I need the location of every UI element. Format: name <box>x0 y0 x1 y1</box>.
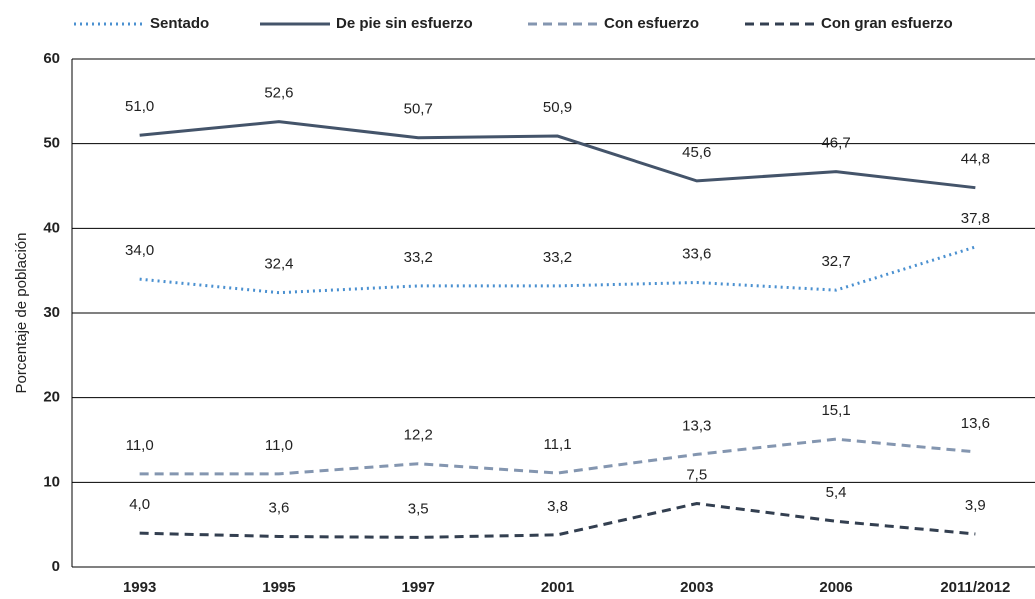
data-label: 50,7 <box>404 101 433 118</box>
y-tick-label: 20 <box>43 389 60 406</box>
data-label: 34,0 <box>125 242 154 259</box>
x-tick-label: 1995 <box>262 579 295 596</box>
data-label: 44,8 <box>961 151 990 168</box>
data-label: 33,2 <box>543 249 572 266</box>
series-line <box>139 501 976 539</box>
data-label: 11,0 <box>265 437 293 454</box>
data-label: 3,6 <box>268 499 289 516</box>
data-label: 11,1 <box>543 436 571 453</box>
data-label: 33,6 <box>682 245 711 262</box>
legend-label: Con esfuerzo <box>604 15 699 32</box>
data-label: 7,5 <box>686 466 707 483</box>
y-tick-label: 60 <box>43 50 60 67</box>
legend-label: Con gran esfuerzo <box>821 15 953 32</box>
data-label: 52,6 <box>264 85 293 102</box>
x-tick-label: 2006 <box>819 579 852 596</box>
series-line <box>139 437 976 476</box>
data-label: 37,8 <box>961 210 990 227</box>
data-label: 3,9 <box>965 497 986 514</box>
data-label: 11,0 <box>126 437 154 454</box>
y-tick-label: 10 <box>43 473 60 490</box>
data-label: 5,4 <box>826 484 847 501</box>
legend-label: De pie sin esfuerzo <box>336 15 473 32</box>
data-label: 45,6 <box>682 144 711 161</box>
y-tick-label: 0 <box>52 558 60 575</box>
data-label: 13,6 <box>961 415 990 432</box>
x-tick-label: 2001 <box>541 579 574 596</box>
data-label: 32,4 <box>264 256 293 273</box>
series-line <box>139 245 976 295</box>
y-tick-label: 50 <box>43 135 60 152</box>
data-label: 3,8 <box>547 498 568 515</box>
data-label: 13,3 <box>682 417 711 434</box>
y-tick-label: 40 <box>43 219 60 236</box>
x-tick-label: 2011/2012 <box>940 579 1010 596</box>
series-line <box>139 120 976 190</box>
data-label: 50,9 <box>543 99 572 116</box>
y-tick-label: 30 <box>43 304 60 321</box>
x-tick-label: 1997 <box>402 579 435 596</box>
x-tick-label: 2003 <box>680 579 713 596</box>
data-label: 4,0 <box>129 496 150 513</box>
legend-label: Sentado <box>150 15 209 32</box>
data-label: 3,5 <box>408 500 429 517</box>
y-axis-label: Porcentaje de población <box>13 233 30 394</box>
x-tick-label: 1993 <box>123 579 156 596</box>
data-label: 12,2 <box>404 427 433 444</box>
data-label: 33,2 <box>404 249 433 266</box>
data-label: 51,0 <box>125 98 154 115</box>
data-label: 46,7 <box>821 135 850 152</box>
data-label: 32,7 <box>821 253 850 270</box>
data-label: 15,1 <box>821 402 850 419</box>
